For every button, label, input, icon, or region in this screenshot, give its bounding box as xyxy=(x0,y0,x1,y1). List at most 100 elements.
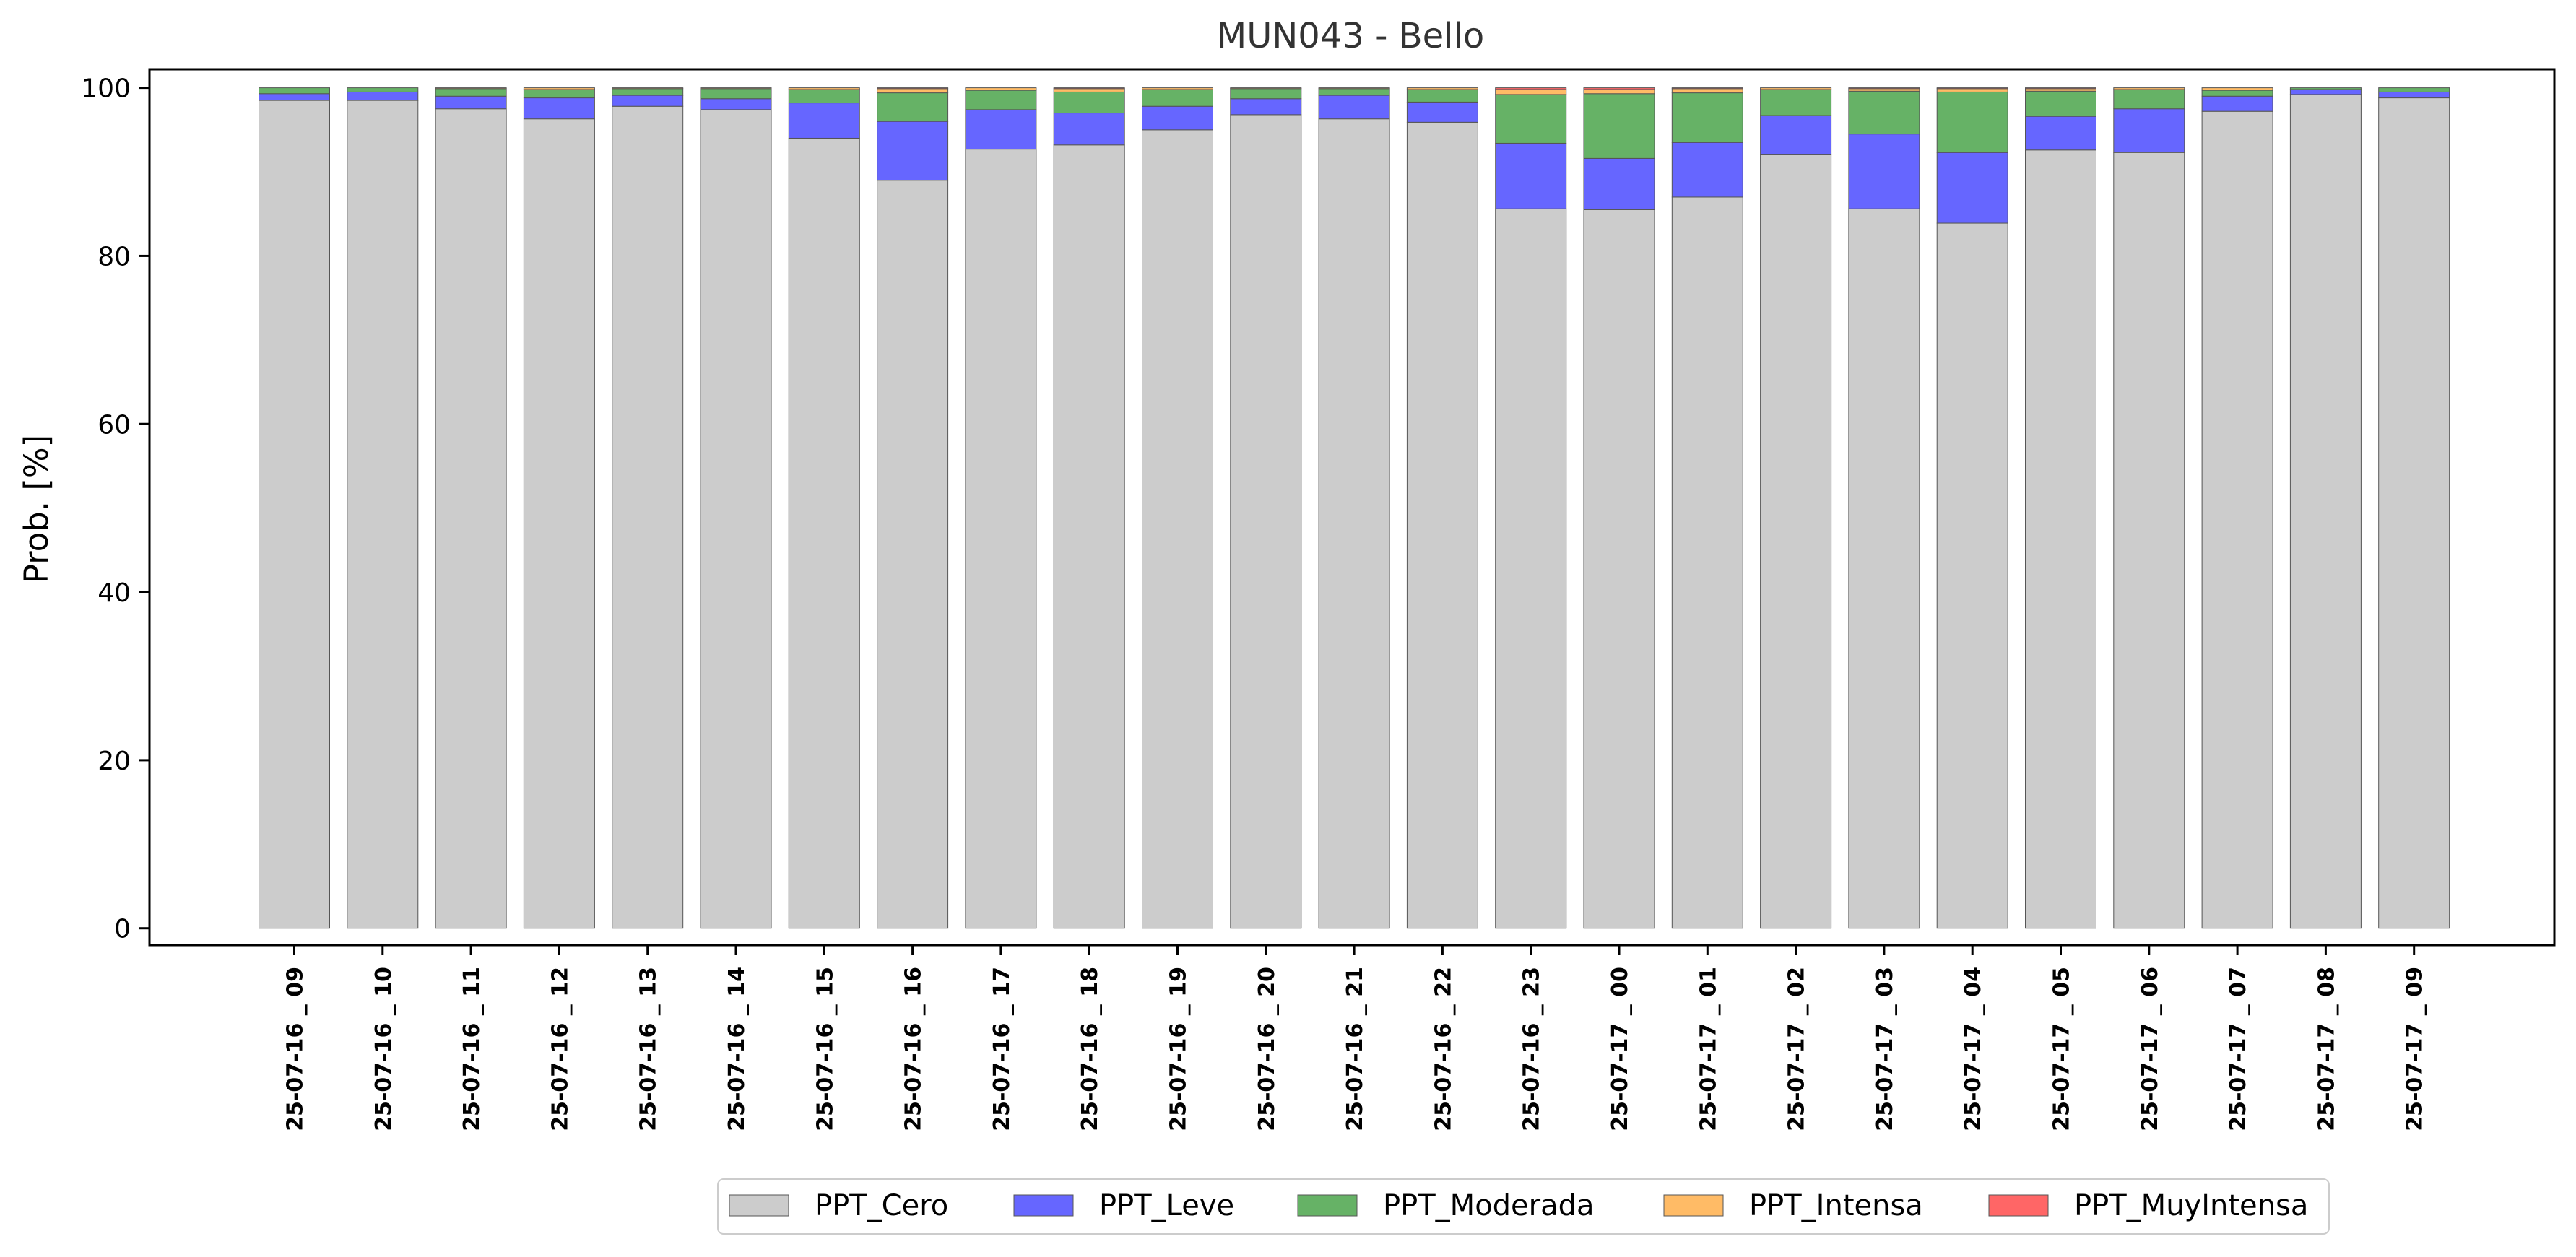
bar-segment-ppt_muyintensa-18 xyxy=(1848,87,1920,90)
bar-segment-ppt_cero-21 xyxy=(2113,152,2185,929)
legend-swatch-ppt_cero xyxy=(729,1194,789,1217)
bar-segment-ppt_leve-2 xyxy=(435,95,507,110)
bar-segment-ppt_intensa-20 xyxy=(2025,88,2096,92)
bar-segment-ppt_moderada-5 xyxy=(700,88,772,100)
bar-segment-ppt_cero-0 xyxy=(259,100,330,929)
bar-segment-ppt_intensa-21 xyxy=(2113,87,2185,90)
legend-label-ppt_moderada: PPT_Moderada xyxy=(1383,1189,1595,1222)
bar-segment-ppt_moderada-18 xyxy=(1848,90,1920,135)
bar-segment-ppt_moderada-15 xyxy=(1583,93,1655,159)
x-tick-label: 25-07-16 _ 11 xyxy=(459,967,485,1131)
x-tick-label: 25-07-16 _ 21 xyxy=(1343,967,1368,1131)
bar-segment-ppt_cero-12 xyxy=(1318,118,1390,929)
bar-segment-ppt_leve-3 xyxy=(523,97,595,120)
bar-segment-ppt_intensa-19 xyxy=(1936,88,2008,92)
x-tick-label: 25-07-17 _ 08 xyxy=(2314,967,2339,1131)
x-tick-label: 25-07-17 _ 03 xyxy=(1873,967,1898,1131)
bar-segment-ppt_cero-1 xyxy=(347,100,419,929)
bar-segment-ppt_intensa-17 xyxy=(1760,87,1832,90)
x-tick-label: 25-07-16 _ 17 xyxy=(989,967,1015,1131)
bar-segment-ppt_leve-13 xyxy=(1406,101,1478,123)
bar-segment-ppt_intensa-12 xyxy=(1318,87,1390,90)
x-tick-label: 25-07-16 _ 16 xyxy=(901,967,927,1131)
chart-title: MUN043 - Bello xyxy=(1217,16,1484,56)
bar-segment-ppt_leve-19 xyxy=(1936,152,2008,224)
bar-segment-ppt_moderada-24 xyxy=(2378,87,2450,92)
bar-segment-ppt_leve-5 xyxy=(700,98,772,110)
x-tick-label: 25-07-16 _ 13 xyxy=(636,967,662,1131)
bar-segment-ppt_leve-6 xyxy=(788,103,860,139)
bar-segment-ppt_leve-4 xyxy=(612,95,684,107)
x-tick-label: 25-07-16 _ 15 xyxy=(812,967,838,1131)
bar-segment-ppt_cero-22 xyxy=(2201,110,2273,929)
bar-segment-ppt_moderada-14 xyxy=(1495,94,1567,144)
bar-segment-ppt_moderada-20 xyxy=(2025,90,2096,117)
bar-segment-ppt_moderada-23 xyxy=(2289,87,2362,90)
bar-segment-ppt_moderada-3 xyxy=(523,89,595,99)
bar-segment-ppt_moderada-12 xyxy=(1318,88,1390,96)
bar-segment-ppt_leve-11 xyxy=(1230,98,1302,116)
bar-segment-ppt_moderada-22 xyxy=(2201,90,2273,97)
legend-swatch-ppt_intensa xyxy=(1663,1194,1724,1217)
legend: PPT_Cero PPT_Leve PPT_Moderada PPT_Intensa P… xyxy=(717,1178,2330,1235)
x-tick-label: 25-07-17 _ 09 xyxy=(2403,967,2428,1131)
bar-segment-ppt_cero-4 xyxy=(612,105,684,929)
x-tick-label: 25-07-16 _ 22 xyxy=(1431,967,1456,1131)
y-tick-label: 100 xyxy=(81,74,131,104)
legend-label-ppt_cero: PPT_Cero xyxy=(815,1189,948,1222)
bar-segment-ppt_cero-13 xyxy=(1406,121,1478,929)
bar-segment-ppt_cero-8 xyxy=(965,149,1037,929)
x-tick-label: 25-07-16 _ 14 xyxy=(724,967,750,1131)
bar-segment-ppt_cero-3 xyxy=(523,118,595,929)
bar-segment-ppt_moderada-19 xyxy=(1936,91,2008,153)
y-axis: 0 20 40 60 80 100 xyxy=(81,74,149,944)
bar-segment-ppt_muyintensa-7 xyxy=(877,87,949,90)
legend-label-ppt_leve: PPT_Leve xyxy=(1099,1189,1234,1222)
bar-segment-ppt_cero-20 xyxy=(2025,149,2096,929)
bar-segment-ppt_moderada-13 xyxy=(1406,89,1478,103)
bar-segment-ppt_leve-16 xyxy=(1671,142,1743,198)
x-tick-label: 25-07-16 _ 10 xyxy=(371,967,396,1131)
bar-segment-ppt_muyintensa-16 xyxy=(1671,87,1743,90)
legend-label-ppt_intensa: PPT_Intensa xyxy=(1749,1189,1923,1222)
bar-segment-ppt_leve-22 xyxy=(2201,95,2273,112)
bar-segment-ppt_cero-7 xyxy=(877,180,949,929)
legend-swatch-ppt_leve xyxy=(1013,1194,1074,1217)
y-tick-label: 20 xyxy=(97,747,131,776)
bar-segment-ppt_leve-21 xyxy=(2113,108,2185,153)
bar-segment-ppt_intensa-5 xyxy=(700,87,772,90)
bar-segment-ppt_intensa-15 xyxy=(1583,89,1655,95)
bars-layer xyxy=(259,87,2450,929)
bar-segment-ppt_intensa-2 xyxy=(435,87,507,90)
y-tick-label: 60 xyxy=(97,410,131,440)
bar-segment-ppt_leve-15 xyxy=(1583,157,1655,210)
bar-segment-ppt_moderada-1 xyxy=(347,87,419,92)
bar-segment-ppt_intensa-18 xyxy=(1848,88,1920,92)
bar-segment-ppt_intensa-7 xyxy=(877,88,949,94)
bar-segment-ppt_moderada-4 xyxy=(612,88,684,96)
x-tick-label: 25-07-16 _ 19 xyxy=(1166,967,1192,1131)
bar-segment-ppt_moderada-2 xyxy=(435,88,507,97)
bar-segment-ppt_leve-8 xyxy=(965,109,1037,150)
bar-segment-ppt_moderada-10 xyxy=(1142,89,1213,107)
bar-segment-ppt_muyintensa-20 xyxy=(2025,87,2096,90)
bar-segment-ppt_cero-2 xyxy=(435,108,507,929)
x-tick-label: 25-07-17 _ 00 xyxy=(1608,967,1633,1131)
x-axis: 25-07-16 _ 09 25-07-16 _ 10 25-07-16 _ 11 2… xyxy=(283,945,2428,1131)
bar-segment-ppt_leve-23 xyxy=(2289,89,2362,95)
bar-segment-ppt_leve-17 xyxy=(1760,115,1832,155)
bar-segment-ppt_leve-0 xyxy=(259,93,330,101)
bar-segment-ppt_leve-20 xyxy=(2025,116,2096,151)
plot-frame xyxy=(148,68,2556,947)
bar-segment-ppt_cero-9 xyxy=(1053,144,1125,929)
bar-segment-ppt_intensa-3 xyxy=(523,87,595,90)
bar-segment-ppt_muyintensa-9 xyxy=(1053,87,1125,90)
x-tick-label: 25-07-16 _ 20 xyxy=(1254,967,1280,1131)
bar-segment-ppt_moderada-0 xyxy=(259,87,330,95)
y-tick-label: 0 xyxy=(114,915,131,944)
bar-segment-ppt_leve-7 xyxy=(877,121,949,181)
bar-segment-ppt_intensa-13 xyxy=(1406,87,1478,90)
bar-segment-ppt_cero-5 xyxy=(700,109,772,929)
bar-segment-ppt_muyintensa-19 xyxy=(1936,87,2008,90)
